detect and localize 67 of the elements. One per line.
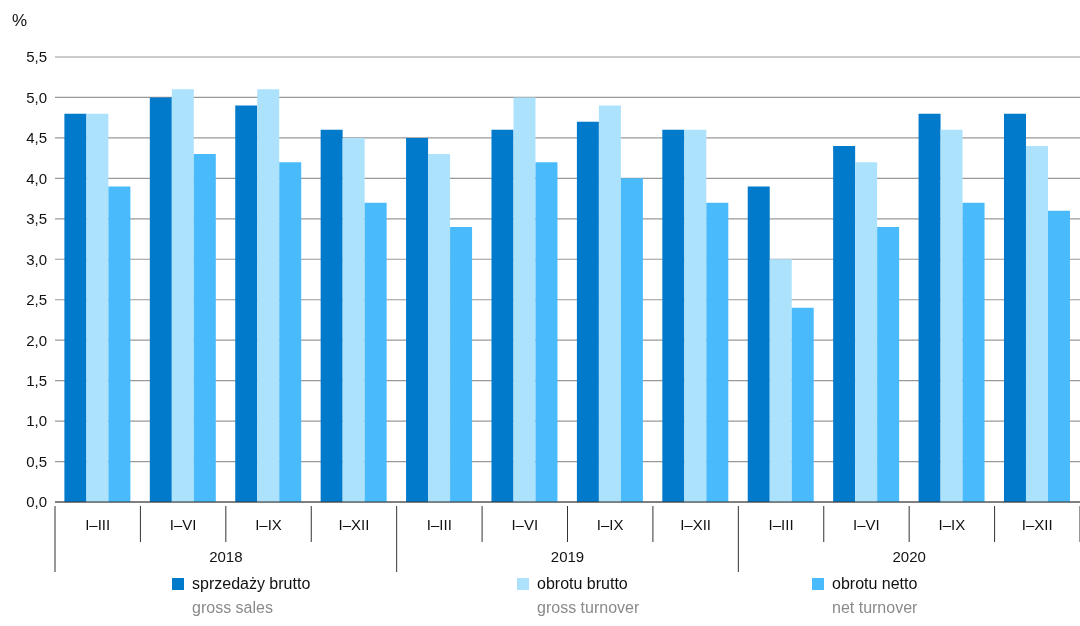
bar — [940, 129, 963, 502]
text: 2018 — [209, 548, 243, 565]
y-tick-label: 4,5 — [26, 129, 47, 147]
bar — [576, 121, 599, 502]
x-tick-label: I–XII — [338, 516, 370, 533]
bar — [193, 154, 216, 502]
bar — [513, 97, 536, 502]
legend-label: obrotu netto net turnover — [832, 574, 918, 617]
y-tick-label: 1,0 — [26, 412, 47, 430]
y-tick-label: 2,0 — [26, 331, 47, 349]
bar — [833, 146, 856, 502]
text: 2019 — [550, 548, 585, 565]
bar — [877, 226, 900, 502]
x-tick-label: I–VI — [853, 516, 880, 533]
bar — [364, 202, 387, 502]
bar — [1003, 113, 1026, 502]
bar — [491, 129, 514, 502]
bar — [108, 186, 131, 502]
bar — [64, 113, 87, 502]
bar — [706, 202, 729, 502]
bar — [855, 162, 878, 502]
y-tick-label: 2,5 — [26, 291, 47, 309]
bar — [171, 89, 194, 502]
bar — [406, 137, 429, 502]
x-tick-label: I–III — [426, 516, 452, 533]
bar — [769, 259, 792, 502]
x-tick-label: I–III — [85, 516, 111, 533]
legend-label: sprzedaży brutto gross sales — [192, 574, 311, 617]
bar — [535, 162, 558, 502]
bar — [450, 226, 473, 502]
bar — [598, 105, 621, 502]
bar — [1025, 146, 1048, 502]
y-tick-label: 0,5 — [26, 452, 47, 470]
bar — [235, 105, 258, 502]
y-tick-label: 0,0 — [26, 493, 47, 511]
x-tick-label: I–IX — [938, 516, 966, 533]
bar — [791, 307, 814, 502]
y-tick-label: 3,5 — [26, 210, 47, 228]
bar — [428, 154, 451, 502]
y-tick-label: 3,0 — [26, 250, 47, 268]
bar — [320, 129, 343, 502]
bar — [1047, 210, 1070, 502]
bar — [747, 186, 770, 502]
text: 2020 — [892, 548, 926, 565]
x-tick-label: I–VI — [511, 516, 539, 533]
y-tick-label: 5,0 — [26, 88, 47, 106]
x-tick-label: I–XII — [680, 516, 712, 533]
x-tick-label: I–III — [768, 516, 794, 533]
bar — [684, 129, 707, 502]
y-axis-title: % — [12, 11, 28, 30]
x-tick-label: I–XII — [1021, 516, 1053, 533]
bar — [279, 162, 302, 502]
y-tick-label: 4,0 — [26, 169, 47, 187]
bar — [962, 202, 985, 502]
legend-label: obrotu brutto gross turnover — [537, 574, 640, 617]
bar — [662, 129, 685, 502]
y-tick-label: 5,5 — [26, 48, 47, 66]
y-tick-label: 1,5 — [26, 371, 47, 389]
bar — [918, 113, 941, 502]
x-tick-label: I–IX — [596, 516, 624, 533]
bar — [86, 113, 109, 502]
bar — [149, 97, 172, 502]
x-tick-label: I–IX — [255, 516, 282, 533]
bar — [257, 89, 280, 502]
bar — [620, 178, 643, 502]
bar — [342, 137, 365, 502]
x-tick-label: I–VI — [169, 516, 197, 533]
